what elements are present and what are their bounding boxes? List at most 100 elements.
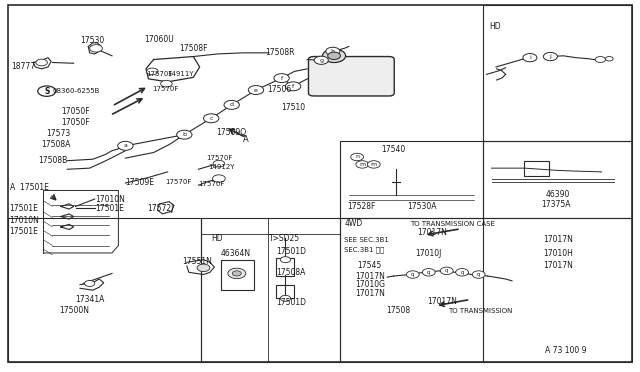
Text: d: d: [230, 102, 234, 108]
Text: 17501D: 17501D: [276, 247, 307, 256]
Text: m: m: [359, 162, 365, 167]
Circle shape: [323, 49, 346, 62]
Text: 46390: 46390: [545, 190, 570, 199]
Circle shape: [328, 52, 340, 60]
Text: 17017N: 17017N: [355, 272, 385, 280]
Text: e: e: [254, 87, 258, 93]
Circle shape: [213, 160, 225, 167]
Bar: [276, 258, 294, 276]
Circle shape: [280, 295, 291, 301]
Circle shape: [367, 161, 380, 168]
Text: 17570F: 17570F: [146, 71, 172, 77]
Text: a: a: [124, 143, 127, 148]
Text: n: n: [355, 154, 359, 160]
Text: 14912Y: 14912Y: [208, 164, 234, 170]
Text: 17570F: 17570F: [152, 86, 179, 92]
Text: 17341A: 17341A: [76, 295, 105, 304]
Text: HD: HD: [489, 22, 500, 31]
Bar: [340, 218, 632, 362]
Circle shape: [472, 271, 485, 278]
Text: 17508: 17508: [387, 306, 411, 315]
Text: 17017N: 17017N: [355, 289, 385, 298]
Text: g: g: [319, 58, 323, 63]
Text: 17545: 17545: [357, 262, 381, 270]
Circle shape: [177, 130, 192, 139]
Text: 17010G: 17010G: [355, 280, 385, 289]
Text: A: A: [243, 135, 249, 144]
Circle shape: [280, 257, 291, 263]
Bar: [8, 218, 201, 362]
Text: T>SD25: T>SD25: [269, 234, 300, 243]
Bar: [201, 218, 340, 362]
Circle shape: [543, 52, 557, 61]
Circle shape: [274, 74, 289, 83]
Text: TO TRANSMISSION: TO TRANSMISSION: [448, 308, 513, 314]
Circle shape: [351, 153, 364, 161]
Text: 17501E: 17501E: [10, 227, 38, 236]
Text: 17508B: 17508B: [38, 156, 68, 165]
Bar: [221, 260, 254, 290]
Text: 17570F: 17570F: [206, 155, 232, 161]
Circle shape: [197, 264, 210, 272]
Text: b: b: [182, 132, 186, 137]
Circle shape: [326, 47, 340, 55]
Text: 17501E: 17501E: [10, 204, 38, 213]
Bar: [524, 161, 549, 176]
Text: 17050F: 17050F: [61, 107, 90, 116]
Circle shape: [204, 114, 219, 123]
Text: 17570F: 17570F: [165, 179, 191, 185]
Text: 17508F: 17508F: [179, 44, 208, 53]
Text: c: c: [209, 116, 213, 121]
Text: m: m: [371, 162, 377, 167]
Text: 17501D: 17501D: [276, 298, 307, 307]
Text: 17010N: 17010N: [95, 195, 125, 203]
Text: A  17501E: A 17501E: [10, 183, 49, 192]
Circle shape: [36, 59, 47, 66]
Text: f: f: [280, 76, 283, 81]
Text: q: q: [427, 270, 431, 275]
Text: 17375A: 17375A: [541, 200, 570, 209]
Circle shape: [118, 141, 133, 150]
Circle shape: [422, 269, 435, 276]
Text: 17510: 17510: [282, 103, 306, 112]
Bar: [483, 5, 632, 141]
Text: 17573: 17573: [46, 129, 70, 138]
Text: 17010J: 17010J: [415, 249, 441, 258]
Circle shape: [161, 80, 172, 87]
Circle shape: [224, 100, 239, 109]
Text: q: q: [411, 272, 415, 277]
FancyBboxPatch shape: [308, 57, 394, 96]
Circle shape: [456, 269, 468, 276]
Text: 17509Q: 17509Q: [216, 128, 246, 137]
Text: 4WD: 4WD: [344, 219, 363, 228]
Text: 17551N: 17551N: [182, 257, 212, 266]
Text: 17500N: 17500N: [59, 306, 89, 315]
Text: 17060U: 17060U: [144, 35, 173, 44]
Text: 17050F: 17050F: [61, 118, 90, 126]
Circle shape: [38, 86, 56, 96]
Text: A 73 100 9: A 73 100 9: [545, 346, 587, 355]
Text: 17570F: 17570F: [198, 181, 225, 187]
Text: f: f: [292, 84, 294, 89]
Circle shape: [232, 271, 241, 276]
Bar: [340, 141, 483, 218]
Text: 17017N: 17017N: [543, 262, 573, 270]
Circle shape: [314, 56, 328, 64]
Text: 17508R: 17508R: [266, 48, 295, 57]
Text: i: i: [529, 55, 531, 60]
Circle shape: [84, 280, 95, 286]
Text: 08360-6255B: 08360-6255B: [52, 88, 100, 94]
Text: 17501E: 17501E: [95, 204, 124, 213]
Bar: [483, 141, 632, 218]
Text: 17508A: 17508A: [276, 268, 306, 277]
Circle shape: [90, 45, 102, 52]
Circle shape: [212, 175, 225, 182]
Text: 17509E: 17509E: [125, 178, 154, 187]
Text: 17017N: 17017N: [428, 297, 458, 306]
Text: 17017N: 17017N: [543, 235, 573, 244]
Circle shape: [605, 57, 613, 61]
Circle shape: [147, 68, 158, 75]
Circle shape: [440, 267, 453, 275]
Text: 17540: 17540: [381, 145, 406, 154]
Text: 17506: 17506: [268, 85, 292, 94]
